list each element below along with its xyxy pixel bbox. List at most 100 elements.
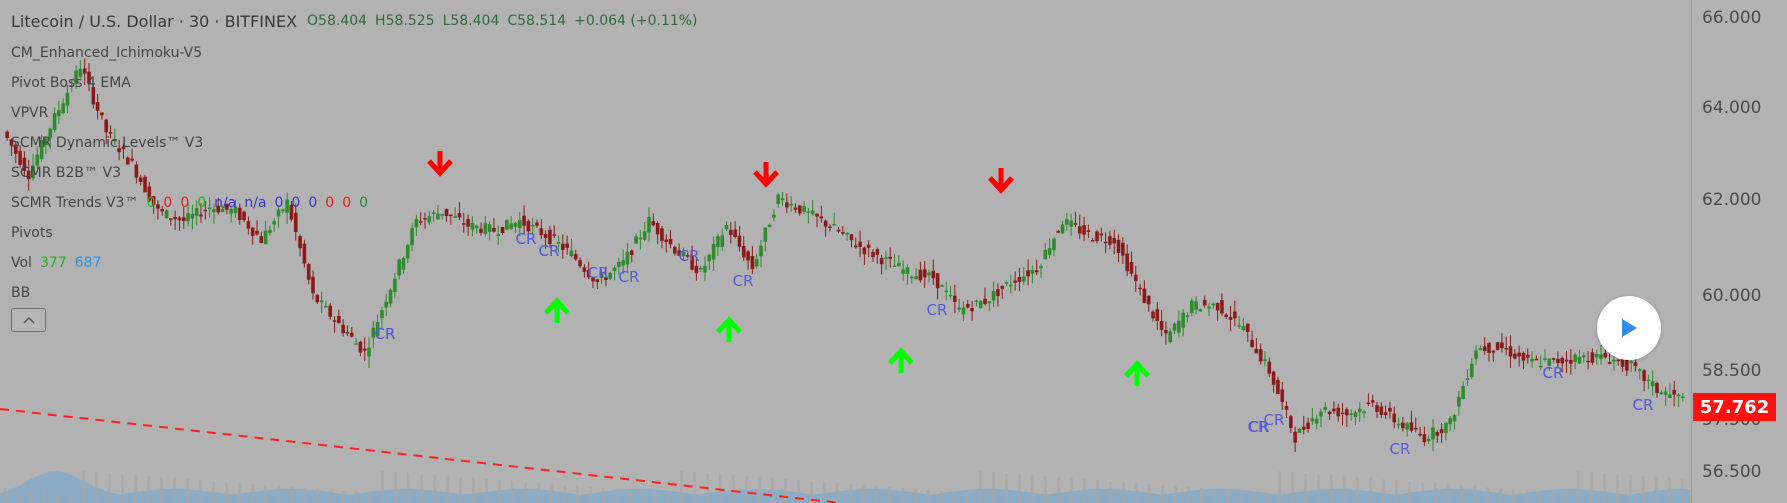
candle-body bbox=[1146, 295, 1151, 305]
candle-body bbox=[1009, 284, 1013, 287]
indicator-row[interactable]: Pivots bbox=[11, 218, 368, 248]
indicator-name[interactable]: Pivots bbox=[11, 225, 53, 241]
collapse-legend-button[interactable] bbox=[11, 308, 46, 332]
volume-bar bbox=[1161, 485, 1164, 503]
candle-body bbox=[970, 308, 974, 312]
cr-label: CR bbox=[679, 247, 700, 265]
candle-body bbox=[1301, 426, 1306, 430]
volume-bar bbox=[147, 476, 150, 503]
trend-line[interactable] bbox=[0, 408, 841, 503]
candle-body bbox=[414, 218, 419, 228]
candle-body bbox=[1362, 411, 1366, 414]
candle-body bbox=[1310, 418, 1315, 422]
down-arrow-head bbox=[988, 176, 1014, 194]
candle-body bbox=[1280, 389, 1285, 403]
candle-body bbox=[1103, 241, 1108, 244]
volume-bar bbox=[1135, 483, 1138, 503]
candle-body bbox=[1521, 352, 1526, 361]
volume-bar bbox=[1122, 482, 1125, 503]
down-arrow-icon bbox=[988, 168, 1014, 194]
candle-body bbox=[1633, 362, 1638, 367]
indicator-name[interactable]: CM_Enhanced_Ichimoku-V5 bbox=[11, 45, 203, 61]
candle-body bbox=[655, 222, 660, 235]
price-tick-label: 66.000 bbox=[1702, 8, 1762, 28]
candle-body bbox=[1457, 396, 1461, 407]
indicator-row[interactable]: CM_Enhanced_Ichimoku-V5 bbox=[11, 38, 368, 68]
indicator-name[interactable]: Vol bbox=[11, 255, 32, 271]
cr-label: CR bbox=[619, 268, 640, 286]
candle-body bbox=[298, 236, 302, 249]
candle-body bbox=[866, 244, 871, 248]
indicator-value: 687 bbox=[74, 255, 102, 271]
chevron-up-icon bbox=[22, 316, 35, 324]
indicator-value: 0 bbox=[308, 195, 318, 211]
indicator-name[interactable]: SCMR Trends V3™ bbox=[11, 195, 139, 211]
candle-body bbox=[849, 234, 854, 241]
indicator-row[interactable]: SCMR Dynamic Levels™ V3 bbox=[11, 128, 368, 158]
indicator-row[interactable]: Pivot Boss 4 EMA bbox=[11, 68, 368, 98]
down-arrow-icon bbox=[427, 151, 453, 177]
indicator-name[interactable]: SCMR B2B™ V3 bbox=[11, 165, 121, 181]
candle-body bbox=[13, 144, 18, 154]
candle-body bbox=[1314, 418, 1319, 424]
candle-body bbox=[436, 213, 440, 220]
candle-body bbox=[595, 279, 600, 282]
candle-body bbox=[1530, 358, 1534, 362]
candle-body bbox=[237, 207, 242, 221]
candle-body bbox=[177, 217, 182, 221]
volume-bar bbox=[1629, 475, 1632, 503]
volume-bar bbox=[641, 491, 644, 503]
candle-body bbox=[1672, 389, 1677, 395]
candle-body bbox=[431, 212, 436, 214]
volume-bar bbox=[797, 480, 800, 503]
volume-bar bbox=[303, 488, 306, 503]
candle-body bbox=[1336, 407, 1341, 417]
candle-body bbox=[31, 165, 35, 179]
indicator-row[interactable]: VPVR bbox=[11, 98, 368, 128]
candle-body bbox=[479, 228, 483, 233]
candle-body bbox=[1194, 301, 1198, 310]
candle-body bbox=[259, 236, 264, 244]
change-value: +0.064 (+0.11%) bbox=[574, 13, 698, 29]
candle-body bbox=[716, 236, 720, 248]
up-arrow-icon bbox=[1124, 360, 1150, 386]
candle-body bbox=[220, 208, 225, 212]
indicator-name[interactable]: SCMR Dynamic Levels™ V3 bbox=[11, 135, 204, 151]
candle-body bbox=[897, 262, 901, 267]
indicator-value: 0 bbox=[342, 195, 352, 211]
volume-bar bbox=[1005, 473, 1008, 503]
candle-body bbox=[1590, 352, 1595, 363]
indicator-name[interactable]: Pivot Boss 4 EMA bbox=[11, 75, 131, 91]
symbol-title[interactable]: Litecoin / U.S. Dollar · 30 · BITFINEX bbox=[11, 11, 298, 31]
indicator-name[interactable]: BB bbox=[11, 285, 31, 301]
indicator-name[interactable]: VPVR bbox=[11, 105, 49, 121]
indicator-row[interactable]: SCMR Trends V3™ 0 0 0 0 n/a n/a 0 0 0 0 … bbox=[11, 188, 368, 218]
candle-body bbox=[492, 227, 496, 232]
indicator-row[interactable]: Vol 377 687 bbox=[11, 248, 368, 278]
volume-bar bbox=[225, 482, 228, 503]
candle-body bbox=[1258, 349, 1263, 362]
candle-body bbox=[634, 236, 638, 244]
candle-body bbox=[953, 295, 957, 302]
candle-body bbox=[733, 229, 737, 237]
volume-bar bbox=[563, 485, 566, 503]
candle-body bbox=[1340, 412, 1345, 415]
indicator-row[interactable]: BB bbox=[11, 278, 368, 308]
open-value: O58.404 bbox=[307, 13, 368, 29]
candle-body bbox=[173, 216, 177, 220]
volume-bar bbox=[1187, 487, 1190, 503]
volume-bar bbox=[550, 484, 553, 503]
candle-body bbox=[1573, 354, 1577, 362]
candle-body bbox=[268, 229, 272, 234]
volume-bar bbox=[446, 476, 449, 503]
candle-body bbox=[1655, 383, 1659, 393]
volume-bar bbox=[1356, 477, 1359, 503]
play-button[interactable] bbox=[1597, 296, 1661, 360]
price-axis[interactable] bbox=[1691, 0, 1787, 503]
indicator-row[interactable]: SCMR B2B™ V3 bbox=[11, 158, 368, 188]
volume-bar bbox=[1421, 482, 1424, 503]
candle-body bbox=[1353, 412, 1358, 417]
candle-body bbox=[1504, 347, 1509, 350]
